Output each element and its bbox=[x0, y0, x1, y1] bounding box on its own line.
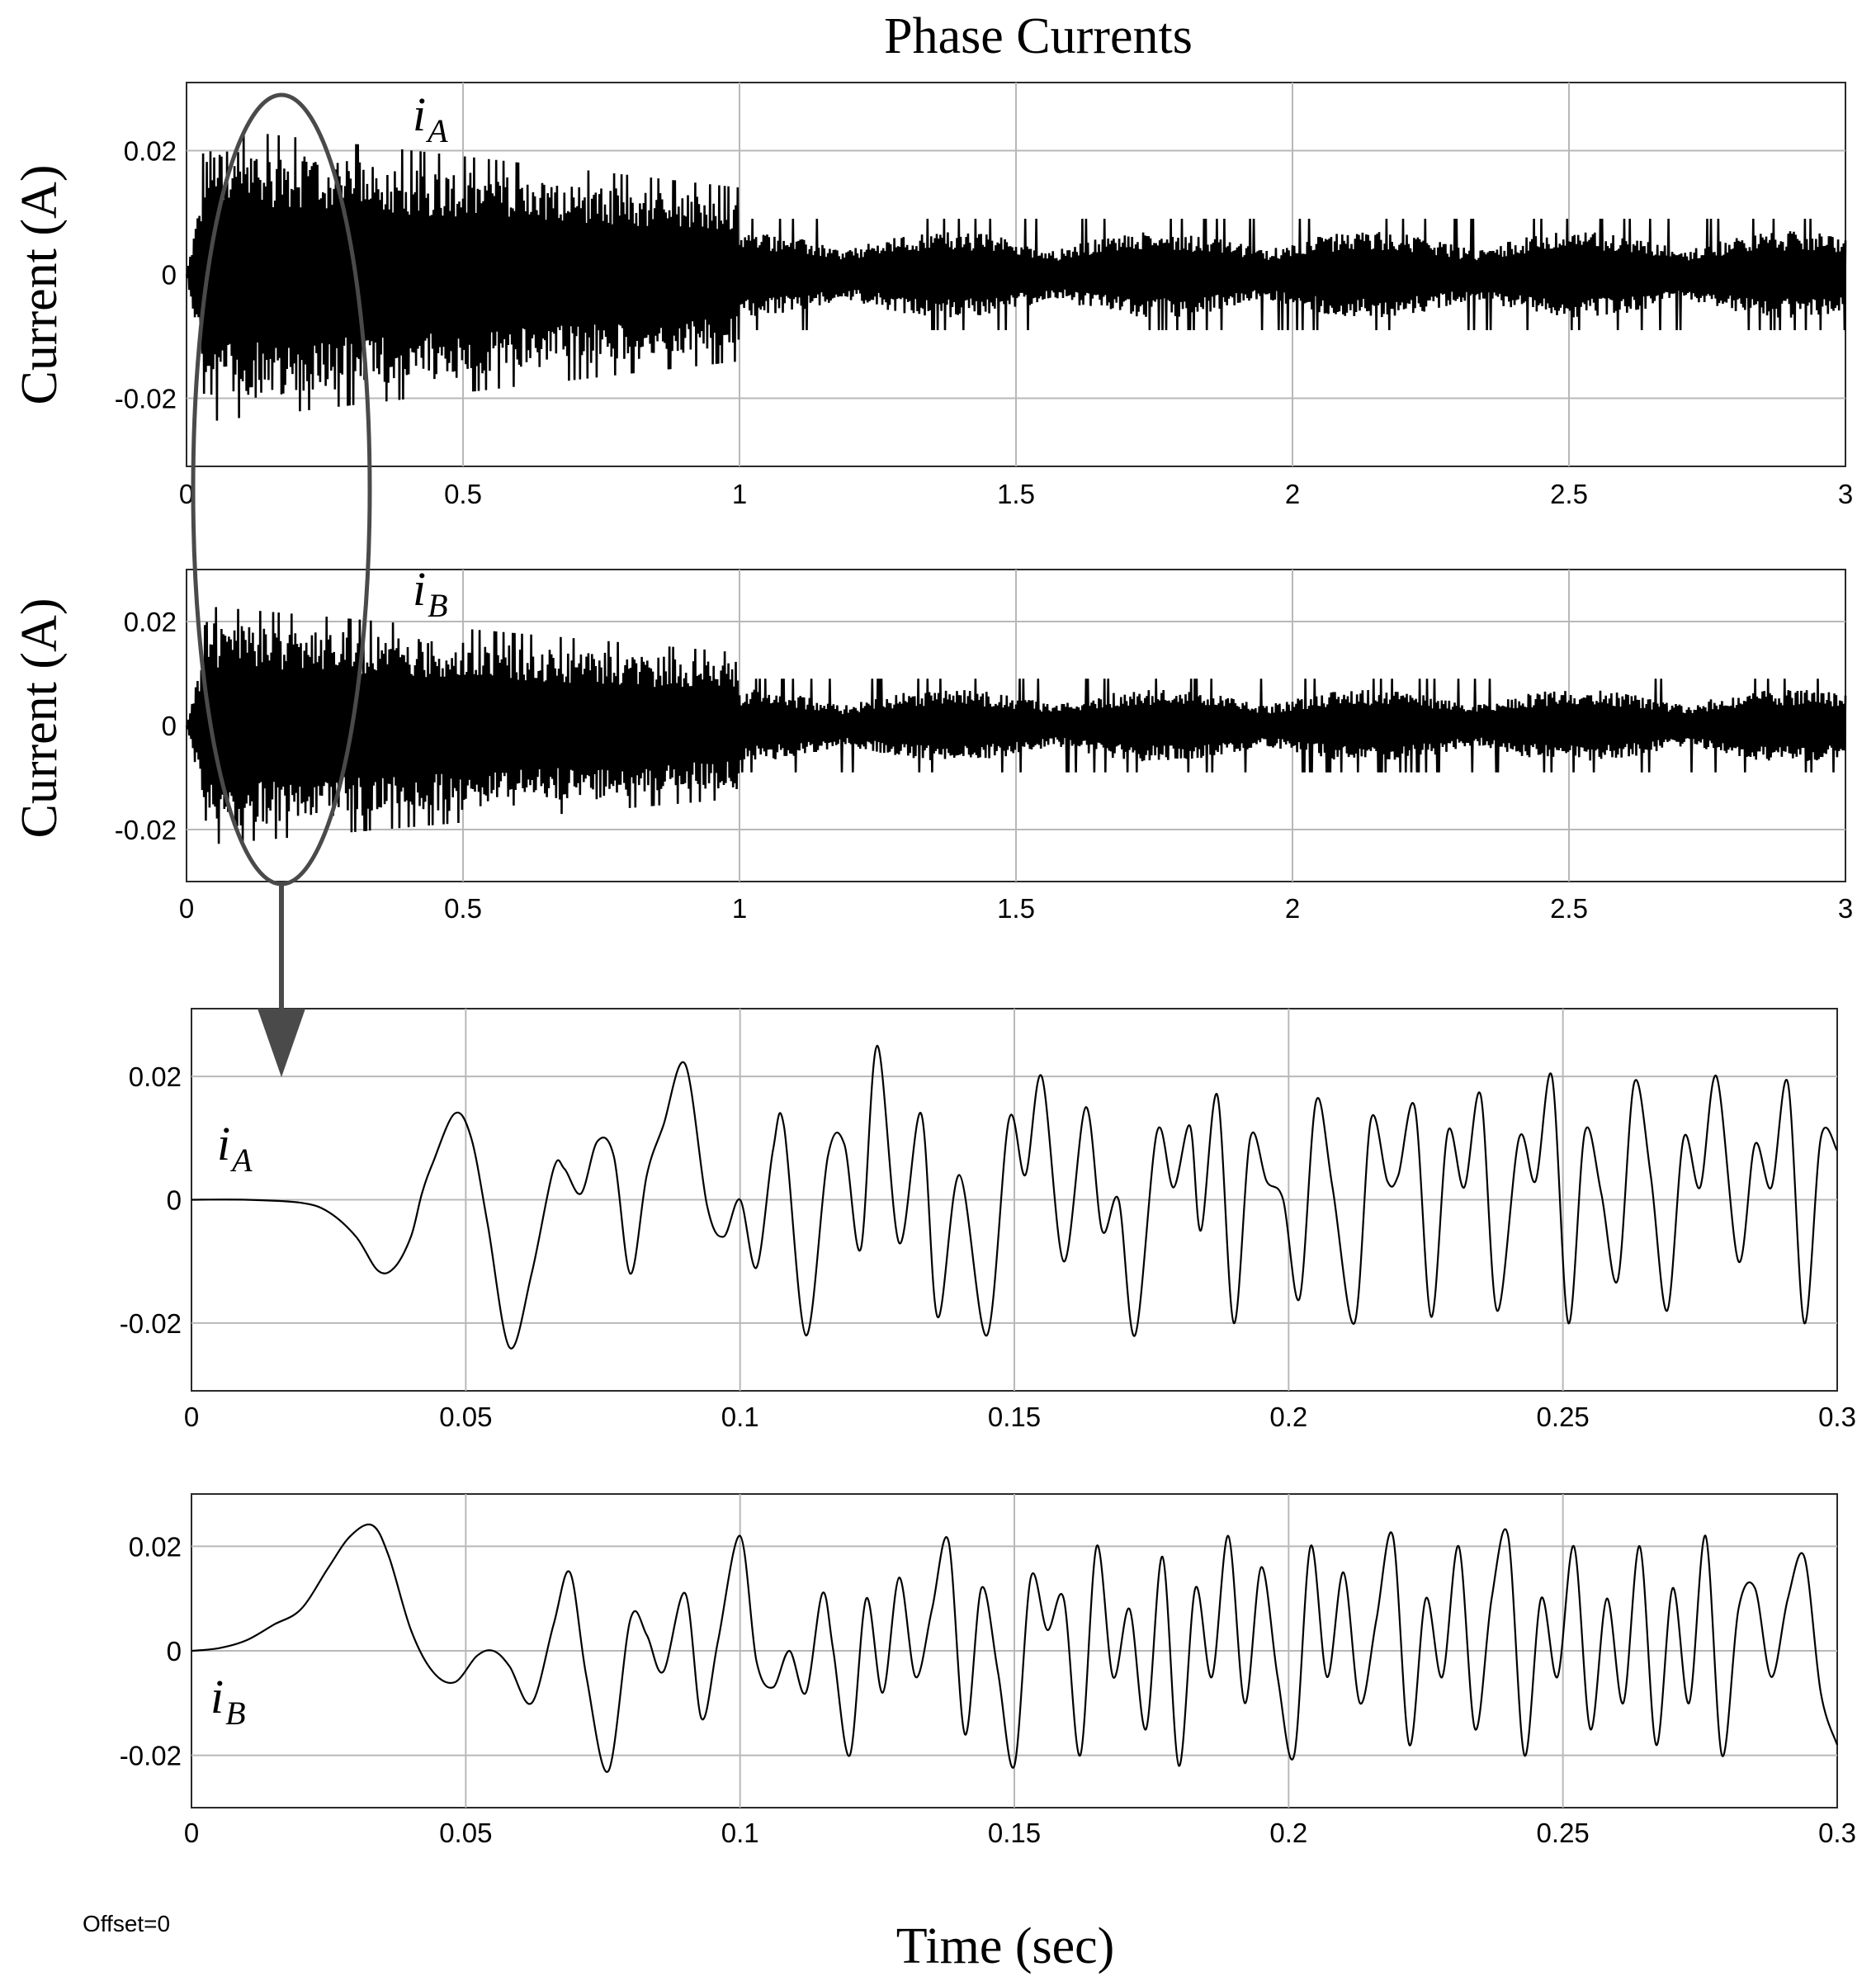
x-tick-label: 0.5 bbox=[444, 479, 482, 509]
panel-zoom-ib: 0 0.05 0.1 0.15 0.2 0.25 0.3 0.02 0 -0.02 iB bbox=[120, 1493, 1856, 1848]
x-tick-label: 0.15 bbox=[988, 1402, 1041, 1432]
x-tick-label: 0 bbox=[184, 1818, 199, 1848]
x-tick-label: 0.2 bbox=[1269, 1818, 1307, 1848]
x-axis-label: Time (sec) bbox=[896, 1918, 1115, 1974]
y-tick-label: 0.02 bbox=[129, 1061, 182, 1092]
ylabel-second: Current (A) bbox=[12, 598, 68, 839]
y-tick-label: -0.02 bbox=[120, 1308, 182, 1339]
x-tick-label: 0.1 bbox=[721, 1818, 759, 1848]
x-tick-label: 0.5 bbox=[444, 893, 482, 924]
x-tick-label: 2.5 bbox=[1550, 893, 1588, 924]
y-tick-label: -0.02 bbox=[115, 384, 177, 414]
series-label-sub: A bbox=[425, 112, 448, 149]
x-tick-label: 0 bbox=[179, 893, 194, 924]
x-tick-label: 1.5 bbox=[997, 893, 1035, 924]
x-tick-label: 0 bbox=[184, 1402, 199, 1432]
series-line bbox=[191, 1044, 1838, 1350]
y-tick-label: 0.02 bbox=[124, 136, 177, 167]
x-tick-label: 0.1 bbox=[721, 1402, 759, 1432]
x-tick-label: 0.3 bbox=[1818, 1818, 1856, 1848]
series-line bbox=[185, 131, 1847, 421]
offset-text: Offset=0 bbox=[83, 1911, 170, 1936]
panel-zoom-ia: 0 0.05 0.1 0.15 0.2 0.25 0.3 0.02 0 -0.02 iA bbox=[120, 1008, 1856, 1432]
x-tick-label: 0.15 bbox=[988, 1818, 1041, 1848]
series-label: iB bbox=[413, 562, 448, 624]
ylabel-top: Current (A) bbox=[12, 165, 68, 405]
y-tick-label: 0.02 bbox=[129, 1531, 182, 1562]
x-tick-label: 2 bbox=[1285, 893, 1300, 924]
x-tick-label: 2.5 bbox=[1550, 479, 1588, 509]
y-tick-label: 0 bbox=[162, 711, 177, 741]
x-tick-label: 3 bbox=[1838, 893, 1853, 924]
series-label-main: i bbox=[413, 87, 426, 141]
series-line bbox=[191, 1523, 1839, 1773]
x-tick-label: 1.5 bbox=[997, 479, 1035, 509]
series-label-main: i bbox=[210, 1670, 224, 1723]
series-label-sub: B bbox=[428, 587, 447, 624]
series-label: iB bbox=[210, 1670, 246, 1732]
panel-second-ib: 0 0.5 1 1.5 2 2.5 3 0.02 0 -0.02 iB bbox=[115, 562, 1853, 924]
x-tick-label: 0.2 bbox=[1269, 1402, 1307, 1432]
x-tick-label: 0.25 bbox=[1537, 1402, 1590, 1432]
figure-title: Phase Currents bbox=[884, 8, 1193, 64]
series-label-sub: B bbox=[225, 1695, 245, 1732]
y-tick-label: 0 bbox=[162, 260, 177, 291]
series-label-main: i bbox=[413, 562, 426, 616]
series-label-sub: A bbox=[229, 1142, 253, 1179]
series-line bbox=[185, 607, 1847, 844]
y-tick-label: -0.02 bbox=[115, 815, 177, 845]
x-tick-label: 0 bbox=[179, 479, 194, 509]
y-tick-label: 0.02 bbox=[124, 607, 177, 637]
panel-top-ia: 0 0.5 1 1.5 2 2.5 3 0.02 0 -0.02 iA bbox=[115, 82, 1853, 509]
x-tick-label: 0.25 bbox=[1537, 1818, 1590, 1848]
y-tick-label: 0 bbox=[167, 1185, 182, 1216]
series-label: iA bbox=[413, 87, 448, 149]
y-tick-label: 0 bbox=[167, 1636, 182, 1667]
x-tick-label: 1 bbox=[732, 893, 747, 924]
x-tick-label: 3 bbox=[1838, 479, 1853, 509]
zoom-arrow-head bbox=[258, 1009, 305, 1077]
y-tick-label: -0.02 bbox=[120, 1741, 182, 1771]
x-tick-label: 0.05 bbox=[439, 1818, 492, 1848]
x-tick-label: 0.05 bbox=[439, 1402, 492, 1432]
x-tick-label: 2 bbox=[1285, 479, 1300, 509]
x-tick-label: 0.3 bbox=[1818, 1402, 1856, 1432]
series-label: iA bbox=[217, 1117, 253, 1179]
series-label-main: i bbox=[217, 1117, 230, 1170]
x-tick-label: 1 bbox=[732, 479, 747, 509]
